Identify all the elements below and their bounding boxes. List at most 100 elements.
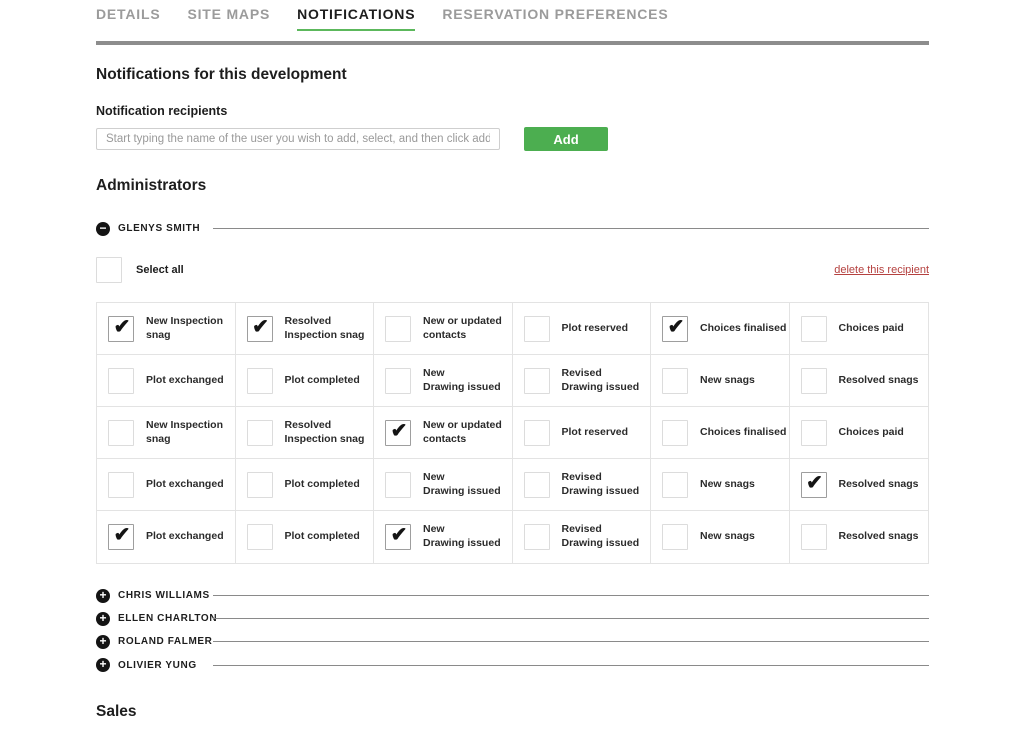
notification-option-label: New Inspection snag: [146, 314, 224, 341]
notification-checkbox-plot-completed[interactable]: [246, 367, 273, 394]
notification-option-plot-exchanged: ✔ Plot exchanged: [97, 511, 236, 563]
notification-checkbox-revised-drawing-issued[interactable]: [523, 367, 550, 394]
notification-option-label: Resolved snags: [838, 477, 919, 490]
notification-checkbox-resolved-inspection-snag[interactable]: [246, 419, 273, 446]
notification-option-plot-completed: Plot completed: [236, 511, 374, 563]
recipient-toggle-olivier-yung[interactable]: + OLIVIER YUNG: [96, 658, 213, 673]
notification-option-choices-paid: Choices paid: [789, 407, 928, 459]
notification-checkbox-new-snags[interactable]: [662, 367, 688, 394]
recipient-rule: [213, 641, 929, 643]
notification-option-label: Choices paid: [838, 321, 904, 334]
notification-option-resolved-snags: Resolved snags: [790, 511, 929, 563]
check-icon: ✔: [667, 315, 685, 338]
notification-option-plot-exchanged: Plot exchanged: [97, 355, 236, 407]
recipient-search-input[interactable]: [96, 128, 500, 150]
notification-option-label: Plot reserved: [561, 425, 629, 438]
notification-option-label: Plot completed: [284, 373, 360, 386]
notification-checkbox-plot-reserved[interactable]: [523, 419, 550, 446]
collapsed-recipient-list: + CHRIS WILLIAMS + ELLEN CHARLTON + ROLAND FA…: [96, 584, 929, 677]
notification-option-new-inspection-snag: ✔ New Inspection snag: [97, 303, 236, 355]
select-all-checkbox[interactable]: [96, 257, 122, 283]
notification-checkbox-new-or-updated-contacts[interactable]: ✔: [385, 419, 411, 446]
notification-checkbox-revised-drawing-issued[interactable]: [523, 524, 550, 550]
notification-option-label: Revised Drawing issued: [561, 470, 640, 497]
recipient-rule: [213, 595, 929, 597]
notification-option-label: New Drawing issued: [423, 366, 501, 393]
notification-option-resolved-snags: Resolved snags: [789, 355, 928, 407]
notification-checkbox-new-drawing-issued[interactable]: [385, 367, 411, 394]
plus-circle-icon[interactable]: +: [96, 658, 110, 673]
notification-checkbox-plot-exchanged[interactable]: [108, 471, 134, 498]
notification-checkbox-plot-reserved[interactable]: [523, 315, 550, 342]
section-heading-administrators: Administrators: [96, 177, 207, 194]
notification-checkbox-resolved-snags[interactable]: [800, 367, 827, 394]
select-all-control[interactable]: Select all: [96, 257, 184, 283]
plus-circle-icon[interactable]: +: [96, 634, 110, 649]
notification-option-label: Choices finalised: [700, 321, 787, 334]
notification-checkbox-choices-paid[interactable]: [800, 419, 827, 446]
notification-checkbox-new-or-updated-contacts[interactable]: [385, 315, 411, 342]
recipient-toggle-roland-falmer[interactable]: + ROLAND FALMER: [96, 634, 213, 649]
notification-checkbox-revised-drawing-issued[interactable]: [523, 471, 550, 498]
notification-option-revised-drawing-issued: Revised Drawing issued: [512, 459, 651, 511]
notification-checkbox-new-snags[interactable]: [662, 524, 688, 550]
recipient-sections: Administrators − GLENYS SMITH Select all del…: [96, 177, 929, 729]
plus-circle-icon[interactable]: +: [96, 588, 110, 603]
recipient-row-glenys-smith: − GLENYS SMITH: [96, 217, 929, 240]
notification-option-label: Plot reserved: [561, 321, 629, 334]
check-icon: ✔: [252, 315, 269, 338]
notification-checkbox-choices-finalised[interactable]: [662, 419, 688, 446]
notification-checkbox-resolved-snags[interactable]: [800, 524, 827, 550]
notification-option-choices-finalised: Choices finalised: [651, 407, 790, 459]
notification-checkbox-new-inspection-snag[interactable]: [108, 419, 134, 446]
check-icon: ✔: [113, 315, 131, 338]
delete-recipient-link[interactable]: delete this recipient: [834, 264, 929, 276]
tab-notifications[interactable]: NOTIFICATIONS: [297, 6, 416, 31]
notification-checkbox-resolved-inspection-snag[interactable]: ✔: [246, 315, 273, 342]
minus-circle-icon[interactable]: −: [96, 221, 110, 236]
notification-checkbox-choices-finalised[interactable]: ✔: [662, 315, 688, 342]
notification-option-revised-drawing-issued: Revised Drawing issued: [513, 511, 651, 563]
notification-option-label: Revised Drawing issued: [561, 366, 640, 393]
tab-site-maps[interactable]: SITE MAPS: [187, 6, 271, 22]
notification-option-label: Plot exchanged: [146, 530, 224, 543]
notification-option-resolved-inspection-snag: ✔ Resolved Inspection snag: [235, 303, 374, 355]
notification-checkbox-resolved-snags[interactable]: ✔: [800, 471, 827, 498]
notification-option-label: Plot exchanged: [146, 373, 224, 386]
notification-checkbox-plot-exchanged[interactable]: ✔: [108, 524, 134, 550]
notification-option-label: New snags: [700, 530, 755, 543]
notification-option-new-drawing-issued: New Drawing issued: [374, 355, 513, 407]
plus-circle-icon[interactable]: +: [96, 611, 110, 626]
tab-bar: DETAILS SITE MAPS NOTIFICATIONS RESERVATION…: [96, 6, 929, 31]
check-icon: ✔: [390, 419, 408, 442]
notification-option-label: New snags: [700, 373, 755, 386]
tab-details[interactable]: DETAILS: [96, 6, 161, 22]
notification-option-label: Resolved snags: [838, 373, 919, 386]
notification-option-label: Resolved snags: [838, 530, 919, 543]
notification-option-new-or-updated-contacts: New or updated contacts: [374, 303, 513, 355]
notification-option-label: Choices paid: [838, 425, 904, 438]
notification-checkbox-plot-exchanged[interactable]: [108, 367, 134, 394]
notification-options-grid: ✔ New Inspection snag ✔ Resolved Inspection…: [96, 302, 929, 564]
notification-checkbox-new-drawing-issued[interactable]: [385, 471, 411, 498]
recipient-toggle-ellen-charlton[interactable]: + ELLEN CHARLTON: [96, 611, 217, 626]
recipient-toggle-chris-williams[interactable]: + CHRIS WILLIAMS: [96, 588, 213, 603]
check-icon: ✔: [806, 471, 823, 494]
notification-checkbox-new-snags[interactable]: [662, 471, 688, 498]
recipient-toggle-glenys-smith[interactable]: − GLENYS SMITH: [96, 221, 213, 236]
notification-checkbox-choices-paid[interactable]: [800, 315, 827, 342]
notification-option-label: New Inspection snag: [146, 418, 224, 445]
tab-reservation-preferences[interactable]: RESERVATION PREFERENCES: [442, 6, 669, 22]
notification-option-label: New or updated contacts: [423, 314, 502, 341]
notification-option-resolved-inspection-snag: Resolved Inspection snag: [235, 407, 374, 459]
notification-checkbox-new-inspection-snag[interactable]: ✔: [108, 315, 134, 342]
notification-option-choices-paid: Choices paid: [789, 303, 928, 355]
recipient-rule: [213, 228, 929, 229]
recipient-row-olivier-yung: + OLIVIER YUNG: [96, 654, 929, 677]
recipient-row-ellen-charlton: + ELLEN CHARLTON: [96, 607, 929, 630]
add-recipient-button[interactable]: Add: [524, 127, 608, 151]
notification-checkbox-plot-completed[interactable]: [246, 471, 273, 498]
notification-checkbox-new-drawing-issued[interactable]: ✔: [385, 524, 411, 550]
notification-checkbox-plot-completed[interactable]: [246, 524, 273, 550]
section-heading-sales: Sales: [96, 702, 137, 720]
